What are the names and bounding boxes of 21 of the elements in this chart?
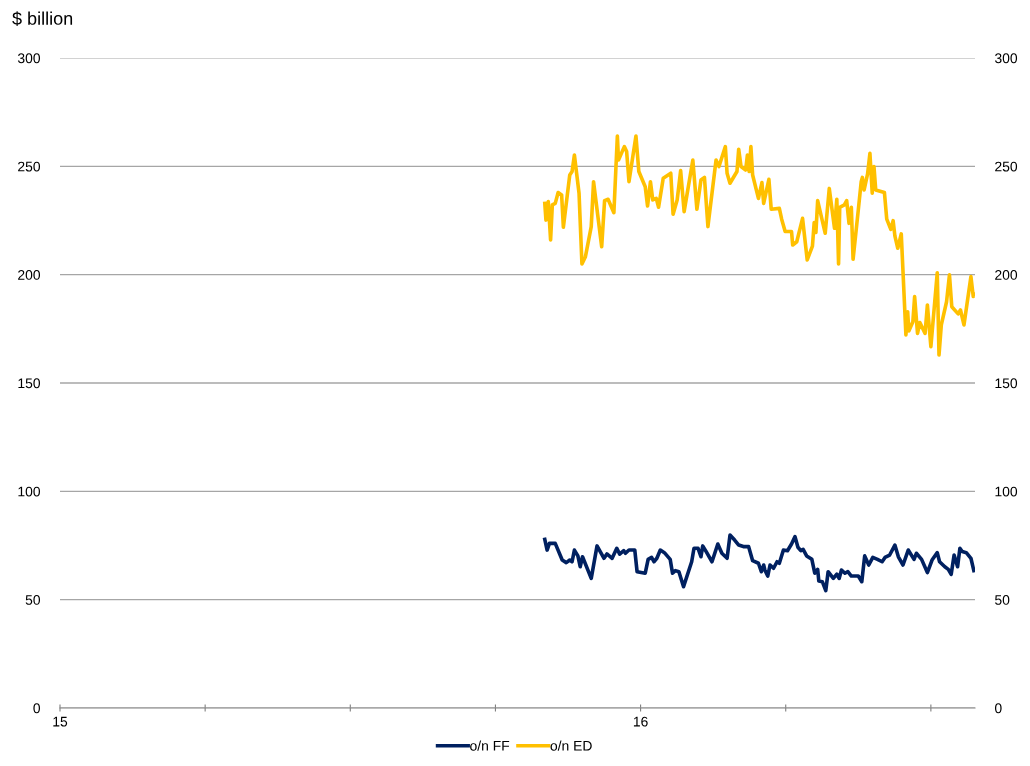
y-tick-label: 50 (25, 595, 41, 605)
y-tick-label: 250 (18, 161, 41, 172)
y-axis-title: $ billion (12, 11, 73, 26)
y-tick-label: 150 (18, 378, 41, 389)
y-tick-label: 100 (18, 486, 41, 497)
y-tick-label: 0 (33, 703, 41, 714)
x-tick-label: 15 (53, 716, 68, 727)
line-series (542, 134, 975, 357)
y2-tick-label: 50 (995, 595, 1010, 605)
y2-tick-label: 250 (995, 161, 1018, 172)
y2-tick-label: 0 (994, 703, 1002, 714)
y2-tick-label: 300 (994, 53, 1018, 64)
y-tick-label: 200 (18, 270, 41, 280)
y2-tick-label: 150 (995, 378, 1018, 389)
legend-label: o/n FF (470, 740, 510, 751)
legend-label: o/n ED (550, 740, 592, 751)
y2-tick-label: 200 (995, 270, 1018, 280)
y2-tick-label: 100 (995, 486, 1018, 497)
y-tick-label: 300 (17, 53, 41, 64)
line-series (542, 533, 975, 593)
x-tick-label: 16 (633, 716, 648, 727)
